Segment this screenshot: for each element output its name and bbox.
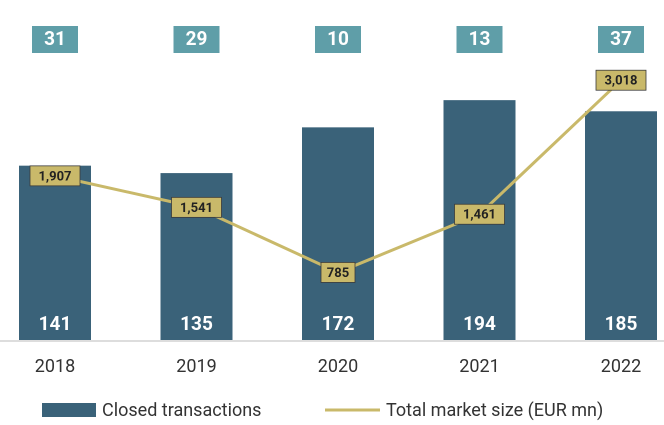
legend-label: Closed transactions xyxy=(102,400,261,421)
bar xyxy=(585,111,657,340)
count-box xyxy=(598,26,644,53)
data-label: 3,018 xyxy=(604,74,637,89)
data-label-box xyxy=(454,203,505,225)
legend-label: Total market size (EUR mn) xyxy=(386,400,603,421)
bar-value-label: 172 xyxy=(322,312,355,335)
x-tick-label: 2019 xyxy=(176,356,216,377)
x-tick-label: 2018 xyxy=(35,356,75,377)
bar-value-label: 185 xyxy=(605,312,638,335)
bar xyxy=(19,165,91,340)
count-box xyxy=(315,26,361,53)
x-tick-label: 2020 xyxy=(318,356,358,377)
data-label-box xyxy=(29,165,81,187)
data-label-box xyxy=(171,196,222,218)
data-label: 1,541 xyxy=(180,201,213,216)
data-label: 1,461 xyxy=(463,208,496,223)
count-box-label: 29 xyxy=(186,27,208,50)
x-tick-label: 2021 xyxy=(459,356,499,377)
count-box-label: 10 xyxy=(327,27,349,50)
data-label: 785 xyxy=(327,266,349,281)
bar xyxy=(302,127,374,340)
data-label-box xyxy=(320,262,356,283)
count-box-label: 31 xyxy=(44,27,66,50)
x-tick-label: 2022 xyxy=(601,356,641,377)
bar-value-label: 194 xyxy=(463,312,496,335)
data-label-box xyxy=(595,69,647,91)
count-box-label: 37 xyxy=(610,27,632,50)
count-box xyxy=(32,26,78,53)
data-label: 1,907 xyxy=(38,169,71,184)
count-box-label: 13 xyxy=(469,27,491,50)
legend-swatch xyxy=(42,403,96,417)
count-box xyxy=(456,26,503,53)
bar-value-label: 135 xyxy=(180,312,213,335)
bar-value-label: 141 xyxy=(39,312,72,335)
count-box xyxy=(173,26,220,53)
